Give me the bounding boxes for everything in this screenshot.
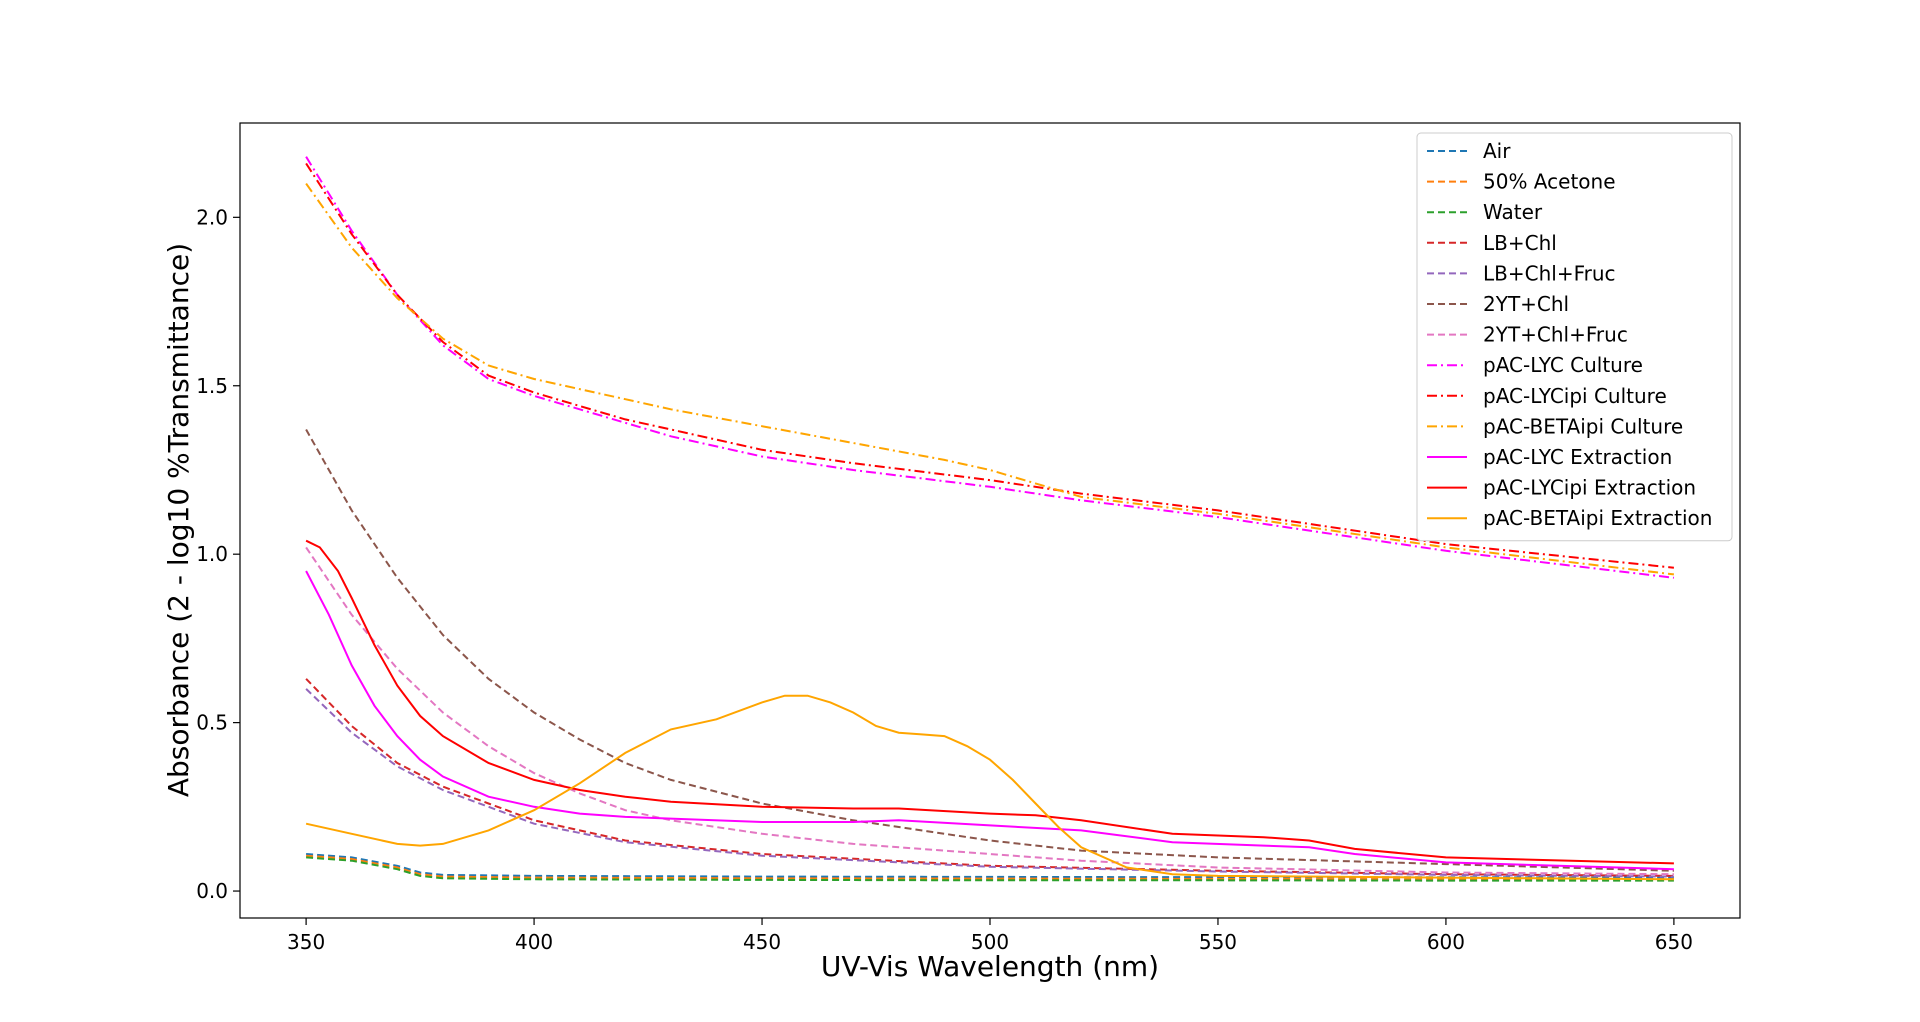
legend-label: Water bbox=[1483, 200, 1543, 224]
series-line-lb-chl bbox=[305, 678, 1674, 877]
legend-box bbox=[1416, 132, 1733, 542]
legend-label: 2YT+Chl bbox=[1483, 292, 1569, 316]
legend-label: pAC-BETAipi Extraction bbox=[1483, 506, 1712, 530]
x-tick-label: 400 bbox=[515, 930, 553, 954]
legend-label: Air bbox=[1483, 139, 1511, 163]
x-axis-label: UV-Vis Wavelength (nm) bbox=[821, 950, 1159, 983]
x-tick-label: 650 bbox=[1655, 930, 1693, 954]
y-tick-label: 0.0 bbox=[196, 879, 228, 903]
y-tick-label: 1.0 bbox=[196, 542, 228, 566]
legend: Air 50% Acetone Water LB+Chl LB+Chl+Fruc 2YT+… bbox=[1416, 132, 1733, 542]
x-tick-label: 450 bbox=[743, 930, 781, 954]
x-axis: 350 400 450 500 550 600 650 bbox=[287, 918, 1693, 954]
series-line-pac-lyc-culture bbox=[305, 156, 1675, 579]
y-axis-label: Absorbance (2 - log10 %Transmittance) bbox=[162, 243, 195, 797]
legend-label: 2YT+Chl+Fruc bbox=[1483, 323, 1628, 347]
series-line-2yt-chl-fruc bbox=[305, 546, 1674, 876]
legend-label: 50% Acetone bbox=[1483, 170, 1616, 194]
series-line-lb-chl-fruc bbox=[305, 688, 1674, 878]
series-line-pac-betaipi-culture bbox=[305, 183, 1675, 576]
plot-frame bbox=[239, 122, 1741, 919]
legend-label: pAC-LYCipi Extraction bbox=[1483, 476, 1696, 500]
legend-label: pAC-LYCipi Culture bbox=[1483, 384, 1667, 408]
x-tick-label: 600 bbox=[1427, 930, 1465, 954]
legend-label: pAC-BETAipi Culture bbox=[1483, 414, 1683, 438]
x-tick-label: 550 bbox=[1199, 930, 1237, 954]
series-lines bbox=[305, 156, 1675, 882]
x-tick-label: 350 bbox=[287, 930, 325, 954]
series-line-pac-lycipi-extraction bbox=[305, 539, 1674, 865]
series-line-pac-betaipi-extraction bbox=[305, 694, 1674, 881]
legend-label: pAC-LYC Extraction bbox=[1483, 445, 1672, 469]
y-axis: 0.0 0.5 1.0 1.5 2.0 bbox=[196, 205, 240, 903]
y-tick-label: 2.0 bbox=[196, 205, 228, 229]
y-tick-label: 1.5 bbox=[196, 374, 228, 398]
series-line-pac-lyc-extraction bbox=[305, 570, 1674, 871]
series-line-pac-lycipi-culture bbox=[305, 162, 1675, 569]
legend-label: pAC-LYC Culture bbox=[1483, 353, 1643, 377]
series-line-2yt-chl bbox=[305, 429, 1674, 872]
y-tick-label: 0.5 bbox=[196, 711, 228, 735]
legend-label: LB+Chl bbox=[1483, 231, 1557, 255]
legend-label: LB+Chl+Fruc bbox=[1483, 261, 1616, 285]
x-tick-label: 500 bbox=[971, 930, 1009, 954]
